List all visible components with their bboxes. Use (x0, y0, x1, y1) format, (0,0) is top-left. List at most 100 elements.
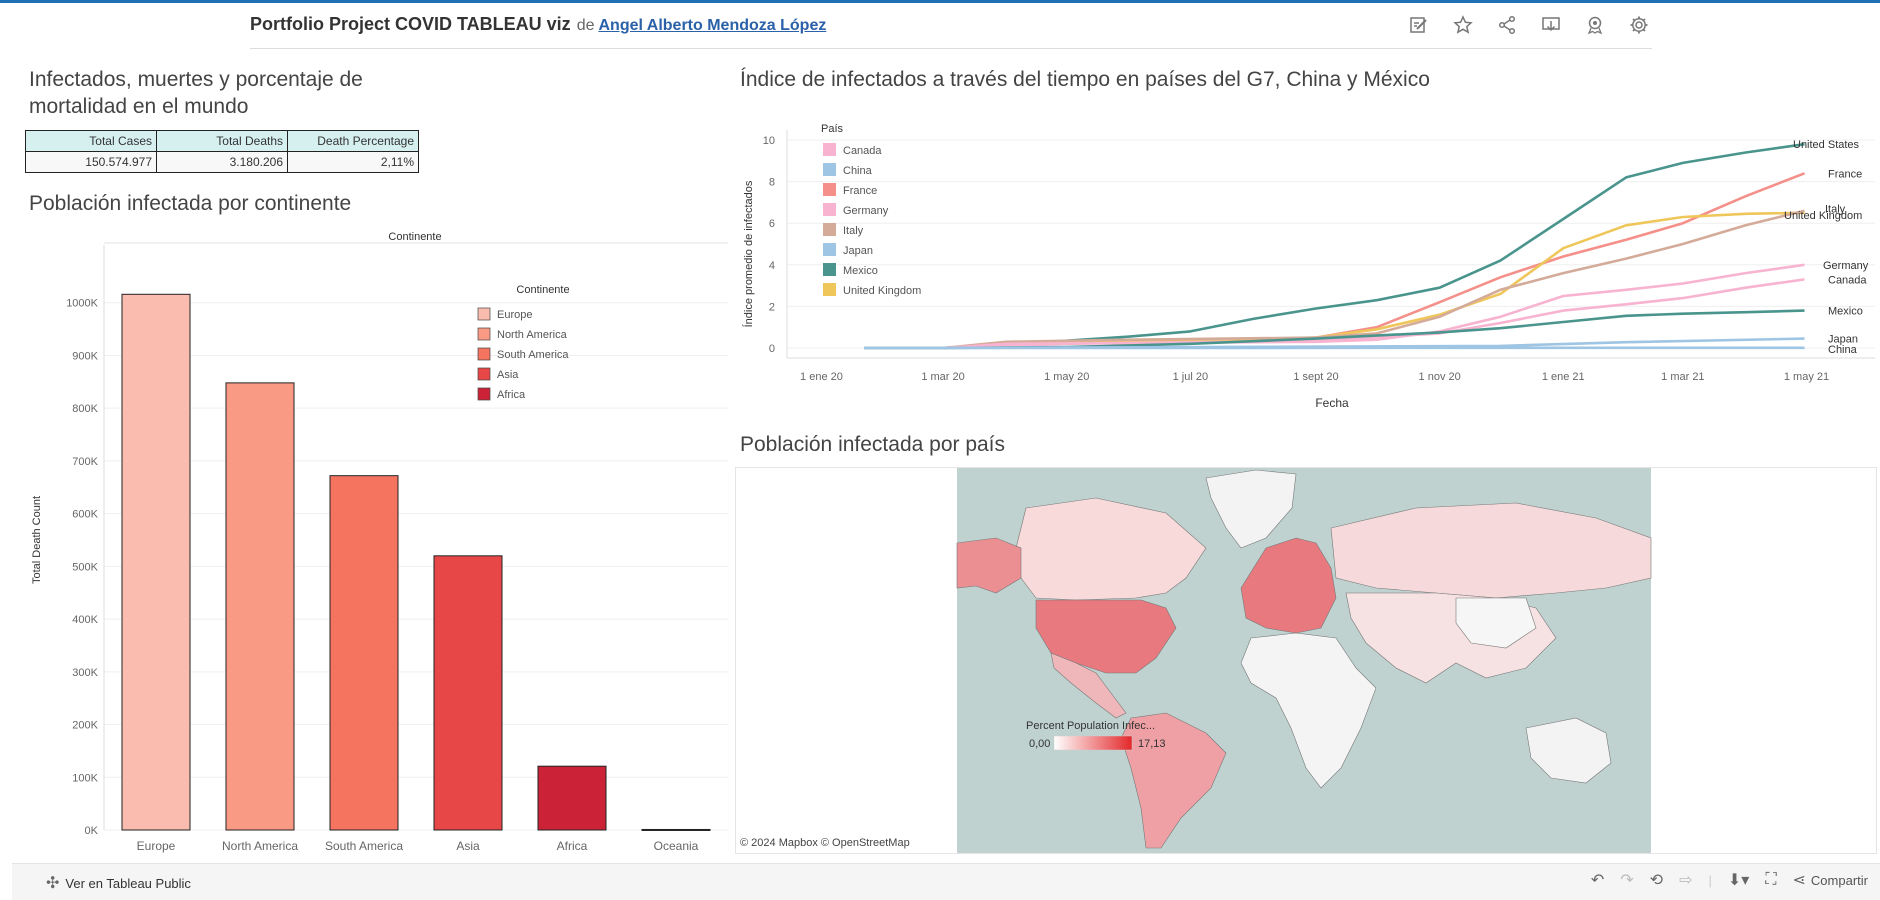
bar-legend-title: Continente (516, 284, 569, 296)
world-choropleth-map[interactable]: Percent Population Infec... 0,00 17,13 (736, 468, 1876, 853)
bar-ylabel: Total Death Count (31, 496, 43, 584)
bar-legend-swatch[interactable] (478, 368, 490, 380)
share-button[interactable]: ⋖ Compartir (1793, 870, 1868, 890)
bar-asia[interactable] (434, 556, 502, 830)
bar-legend-label[interactable]: Europe (497, 309, 532, 321)
star-icon[interactable] (1450, 12, 1476, 38)
bar-legend-swatch[interactable] (478, 388, 490, 400)
fullscreen-icon[interactable]: ⛶ (1765, 871, 1776, 889)
line-chart-title: Índice de infectados a través del tiempo… (740, 68, 1430, 92)
line-ytick-label: 10 (763, 135, 775, 147)
bar-europe[interactable] (122, 294, 190, 830)
settings-icon[interactable] (1626, 12, 1652, 38)
bar-column-header: Continente (388, 231, 441, 243)
line-legend-swatch[interactable] (823, 263, 836, 276)
bar-legend-label[interactable]: South America (497, 349, 569, 361)
footer-actions: ↶ ↷ ⟲ ⇨ | ⬇▾ ⛶ ⋖ Compartir (1591, 870, 1868, 890)
bar-legend-label[interactable]: Asia (497, 369, 519, 381)
share-footer-icon: ⋖ (1793, 870, 1806, 890)
line-legend-label[interactable]: Japan (843, 245, 873, 257)
line-legend-label[interactable]: United Kingdom (843, 285, 921, 297)
line-ytick-label: 8 (769, 177, 775, 189)
line-ytick-label: 2 (769, 301, 775, 313)
line-legend-swatch[interactable] (823, 143, 836, 156)
bar-ytick-label: 1000K (66, 298, 98, 310)
kpi-header-total-deaths: Total Deaths (157, 131, 288, 152)
bar-africa[interactable] (538, 766, 606, 830)
line-legend-swatch[interactable] (823, 283, 836, 296)
bar-category-label: North America (222, 839, 298, 853)
bar-ytick-label: 0K (85, 825, 99, 837)
line-legend-label[interactable]: Canada (843, 145, 882, 157)
line-end-label: France (1828, 168, 1862, 180)
bar-legend-label[interactable]: North America (497, 329, 568, 341)
bar-ytick-label: 100K (72, 772, 98, 784)
kpi-title-line2: mortalidad en el mundo (29, 95, 363, 119)
line-legend-label[interactable]: Italy (843, 225, 864, 237)
continent-chart-title: Población infectada por continente (29, 192, 351, 216)
subscribe-icon[interactable] (1582, 12, 1608, 38)
map-legend-title: Percent Population Infec... (1026, 720, 1155, 732)
download-icon[interactable] (1538, 12, 1564, 38)
line-xtick-label: 1 may 21 (1784, 371, 1829, 383)
tableau-logo-icon: ✣ (46, 873, 59, 893)
bar-ytick-label: 500K (72, 561, 98, 573)
kpi-title: Infectados, muertes y porcentaje de mort… (29, 68, 363, 119)
author-link[interactable]: Angel Alberto Mendoza López (598, 17, 826, 34)
revert-icon[interactable]: ⟲ (1650, 870, 1663, 890)
line-legend-label[interactable]: France (843, 185, 877, 197)
line-legend-label[interactable]: Mexico (843, 265, 878, 277)
header-toolbar (1406, 12, 1652, 38)
line-legend-swatch[interactable] (823, 163, 836, 176)
line-end-label: Canada (1828, 274, 1867, 286)
line-legend-title: País (821, 123, 844, 135)
undo-icon[interactable]: ↶ (1591, 870, 1604, 890)
viz-title: Portfolio Project COVID TABLEAU viz (250, 14, 571, 34)
top-accent-bar (0, 0, 1880, 3)
bar-ytick-label: 400K (72, 614, 98, 626)
line-xlabel: Fecha (1315, 396, 1349, 410)
bar-legend-swatch[interactable] (478, 308, 490, 320)
line-legend-swatch[interactable] (823, 223, 836, 236)
bar-category-label: South America (325, 839, 403, 853)
kpi-value-total-cases: 150.574.977 (26, 152, 157, 173)
view-on-tableau-link[interactable]: ✣ Ver en Tableau Public (46, 873, 191, 893)
bar-oceania[interactable] (642, 829, 710, 830)
bar-south-america[interactable] (330, 476, 398, 830)
line-legend-swatch[interactable] (823, 203, 836, 216)
share-label: Compartir (1811, 873, 1868, 888)
footer-toolbar: ✣ Ver en Tableau Public ↶ ↷ ⟲ ⇨ | ⬇▾ ⛶ ⋖… (12, 863, 1880, 900)
continent-bar-chart[interactable]: Continente0K100K200K300K400K500K600K700K… (22, 225, 730, 855)
bar-ytick-label: 900K (72, 350, 98, 362)
bar-legend-swatch[interactable] (478, 348, 490, 360)
bar-category-label: Oceania (654, 839, 699, 853)
redo-icon[interactable]: ↷ (1620, 870, 1633, 890)
line-legend-label[interactable]: Germany (843, 205, 889, 217)
line-legend-swatch[interactable] (823, 243, 836, 256)
bar-legend-label[interactable]: Africa (497, 389, 526, 401)
kpi-header-death-percentage: Death Percentage (288, 131, 419, 152)
line-series-france[interactable] (943, 173, 1804, 348)
line-xtick-label: 1 may 20 (1044, 371, 1089, 383)
refresh-icon[interactable]: ⇨ (1679, 870, 1692, 890)
share-icon[interactable] (1494, 12, 1520, 38)
line-legend-swatch[interactable] (823, 183, 836, 196)
bar-ytick-label: 700K (72, 456, 98, 468)
line-xtick-label: 1 jul 20 (1173, 371, 1208, 383)
line-xtick-label: 1 mar 20 (921, 371, 964, 383)
download-menu-icon[interactable]: ⬇▾ (1728, 870, 1749, 890)
bar-north-america[interactable] (226, 383, 294, 830)
edit-icon[interactable] (1406, 12, 1432, 38)
map-credit: © 2024 Mapbox © OpenStreetMap (740, 837, 910, 849)
line-xtick-label: 1 ene 21 (1542, 371, 1585, 383)
map-legend-gradient (1054, 736, 1132, 750)
line-xtick-label: 1 sept 20 (1293, 371, 1338, 383)
bar-legend-swatch[interactable] (478, 328, 490, 340)
line-series-united-states[interactable] (864, 144, 1805, 348)
line-end-label: Germany (1823, 260, 1869, 272)
map-legend-min: 0,00 (1029, 738, 1050, 750)
line-legend-label[interactable]: China (843, 165, 873, 177)
